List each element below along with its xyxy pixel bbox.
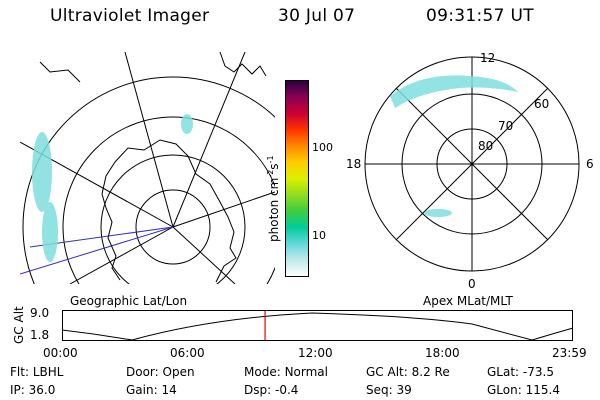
plot-frame xyxy=(62,310,573,341)
colorbar-tick: 100 xyxy=(312,141,333,154)
altitude-ytick: 1.8 xyxy=(30,328,50,342)
right-panel-caption: Apex MLat/MLT xyxy=(423,294,513,308)
time-label: 09:31:57 UT xyxy=(426,6,534,26)
mlt-label-0: 0 xyxy=(468,277,476,290)
altitude-xtick: 18:00 xyxy=(425,346,460,360)
altitude-xtick: 23:59 xyxy=(552,346,587,360)
colorbar-tick: 10 xyxy=(312,229,326,242)
mlt-label-18: 18 xyxy=(346,157,361,171)
status-ip: IP: 36.0 xyxy=(10,383,56,397)
meridian xyxy=(124,52,174,228)
mlat-label-60: 60 xyxy=(534,97,549,111)
status-door: Door: Open xyxy=(126,365,195,379)
coastline xyxy=(219,52,267,77)
status-gain: Gain: 14 xyxy=(126,383,177,397)
aurora-emission xyxy=(390,75,518,217)
lat-circle xyxy=(22,76,275,284)
aurora-emission xyxy=(32,114,193,262)
colorbar-unit: photon cm-2s-1 xyxy=(266,155,281,242)
instrument-title: Ultraviolet Imager xyxy=(50,6,210,26)
mlt-label-12: 12 xyxy=(480,51,495,65)
mlat-mlt-plot: 12 0 18 6 80 70 60 xyxy=(346,51,594,290)
altitude-ylabel: GC Alt xyxy=(12,306,26,344)
coastline xyxy=(101,139,237,283)
mlat-label-70: 70 xyxy=(498,119,513,133)
mlt-label-6: 6 xyxy=(586,157,594,171)
mlt-meridian xyxy=(395,87,549,241)
coastline xyxy=(39,61,81,83)
status-flt: Flt: LBHL xyxy=(10,365,64,379)
meridian xyxy=(172,52,246,228)
terminator-line xyxy=(20,226,174,275)
status-glon: GLon: 115.4 xyxy=(487,383,560,397)
altitude-xtick: 00:00 xyxy=(43,346,78,360)
status-seq: Seq: 39 xyxy=(366,383,412,397)
altitude-xtick: 06:00 xyxy=(170,346,205,360)
date-label: 30 Jul 07 xyxy=(278,6,356,26)
lat-circle xyxy=(62,116,275,284)
status-glat: GLat: -73.5 xyxy=(487,365,554,379)
mlat-label-80: 80 xyxy=(478,139,493,153)
meridian xyxy=(172,226,236,284)
altitude-ytick: 9.0 xyxy=(30,306,50,320)
altitude-curve xyxy=(62,312,574,341)
status-gc-alt: GC Alt: 8.2 Re xyxy=(366,365,450,379)
altitude-plot xyxy=(62,310,574,341)
colorbar xyxy=(285,80,309,277)
status-dsp: Dsp: -0.4 xyxy=(244,383,299,397)
altitude-xtick: 12:00 xyxy=(298,346,333,360)
lat-circle xyxy=(135,189,211,265)
geographic-map xyxy=(20,52,275,284)
meridian xyxy=(69,226,174,284)
status-mode: Mode: Normal xyxy=(244,365,328,379)
lat-circle xyxy=(100,154,246,284)
left-panel-caption: Geographic Lat/Lon xyxy=(70,294,188,308)
